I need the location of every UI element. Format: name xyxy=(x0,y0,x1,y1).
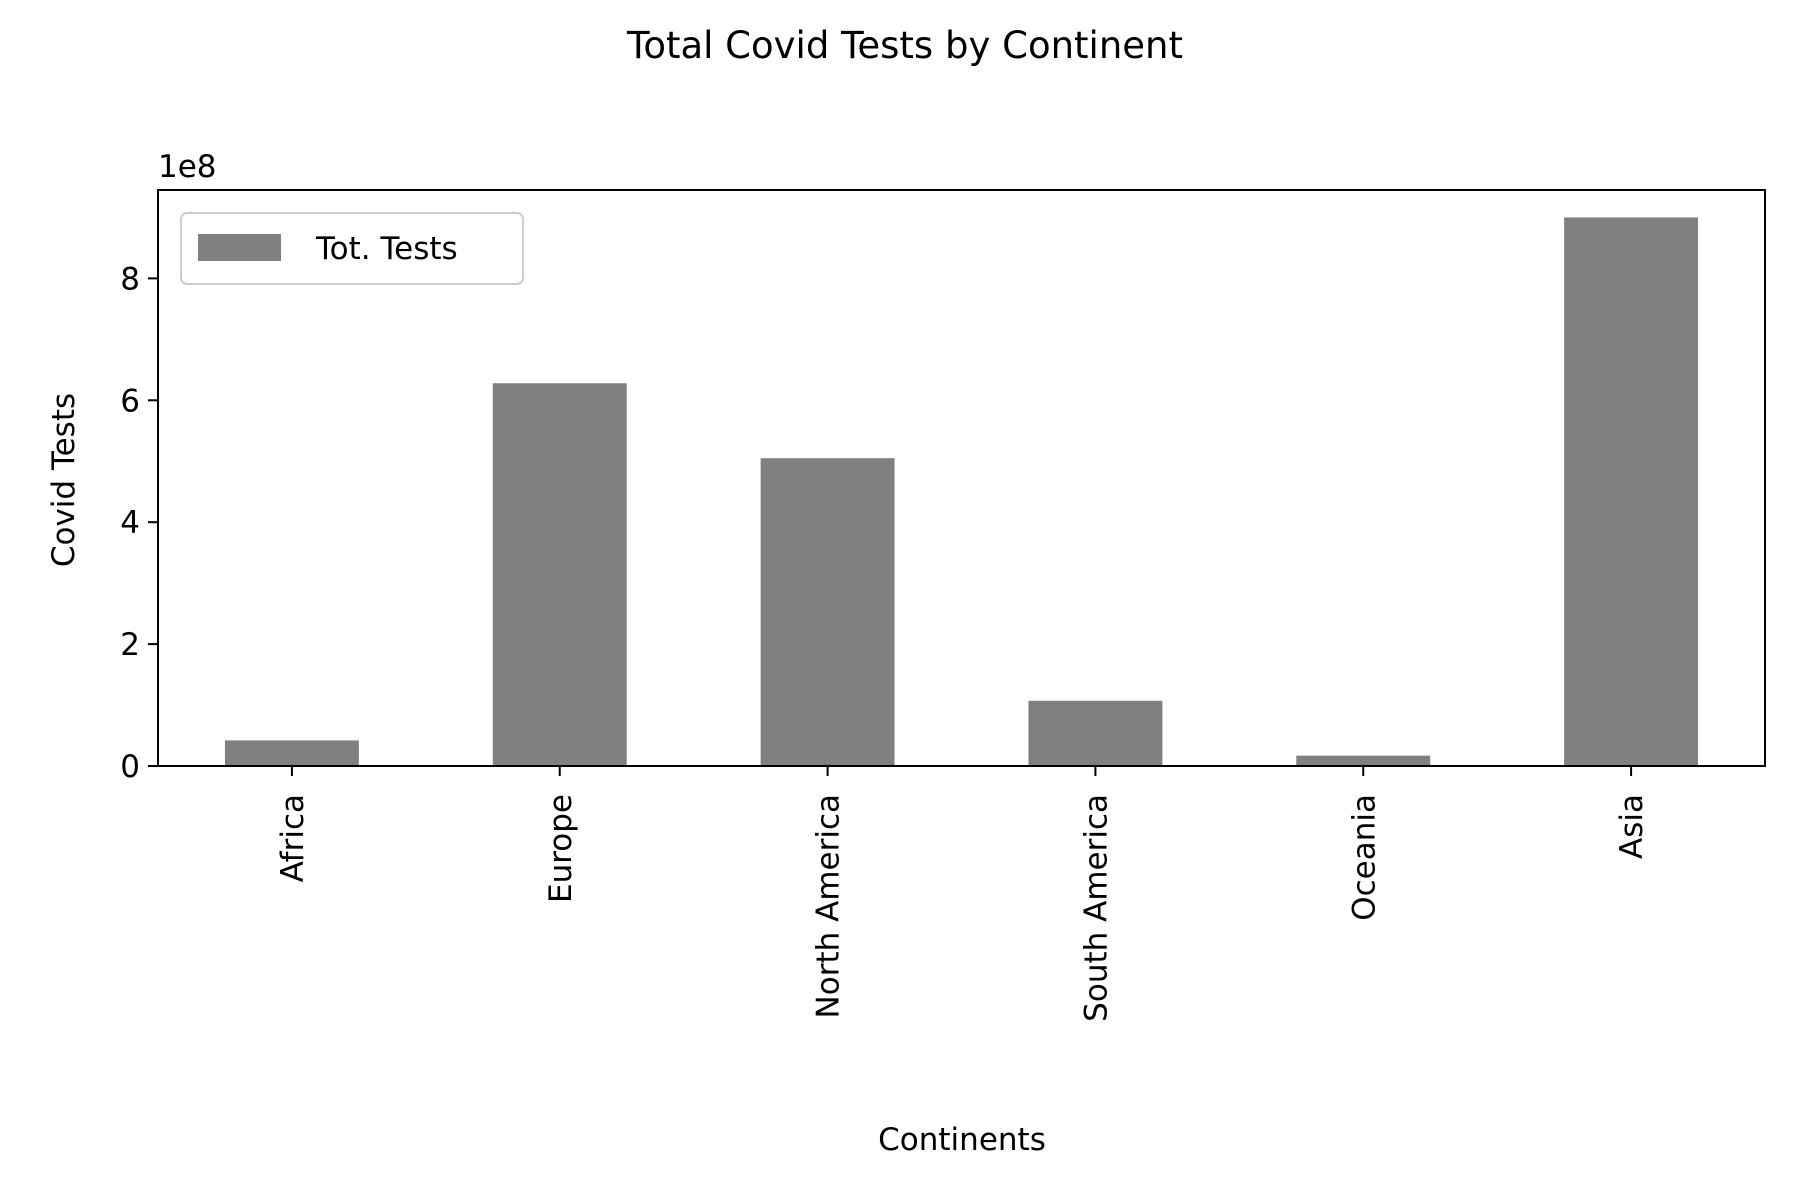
y-tick-label: 8 xyxy=(120,261,140,297)
bar-asia xyxy=(1564,217,1699,766)
y-offset-label: 1e8 xyxy=(158,149,217,185)
chart-title: Total Covid Tests by Continent xyxy=(626,24,1183,67)
x-tick-label: Oceania xyxy=(1346,794,1382,921)
bar-europe xyxy=(492,383,627,766)
legend: Tot. Tests xyxy=(180,212,524,285)
y-tick-label: 4 xyxy=(120,505,140,541)
y-axis-label: Covid Tests xyxy=(46,393,82,567)
legend-label: Tot. Tests xyxy=(315,231,458,267)
x-tick-label: Asia xyxy=(1614,794,1650,859)
legend-swatch xyxy=(198,234,281,261)
x-tick-label: Africa xyxy=(275,794,311,882)
x-axis-label: Continents xyxy=(878,1122,1046,1158)
legend-box xyxy=(180,212,524,285)
bar-north-america xyxy=(760,458,895,766)
plot-area: 0 2 4 6 8 Africa Europe North America South Amer… xyxy=(120,189,1766,1022)
bar-africa xyxy=(224,740,359,766)
plot-frame xyxy=(157,189,1766,767)
y-tick-label: 2 xyxy=(120,627,140,663)
y-tick-label: 6 xyxy=(120,383,140,419)
bar-oceania xyxy=(1296,755,1431,766)
x-tick-label: Europe xyxy=(543,794,579,903)
x-tick-label: South America xyxy=(1078,794,1114,1022)
bar-south-america xyxy=(1028,700,1163,766)
x-tick-label: North America xyxy=(811,794,847,1018)
y-tick-label: 0 xyxy=(120,749,140,785)
